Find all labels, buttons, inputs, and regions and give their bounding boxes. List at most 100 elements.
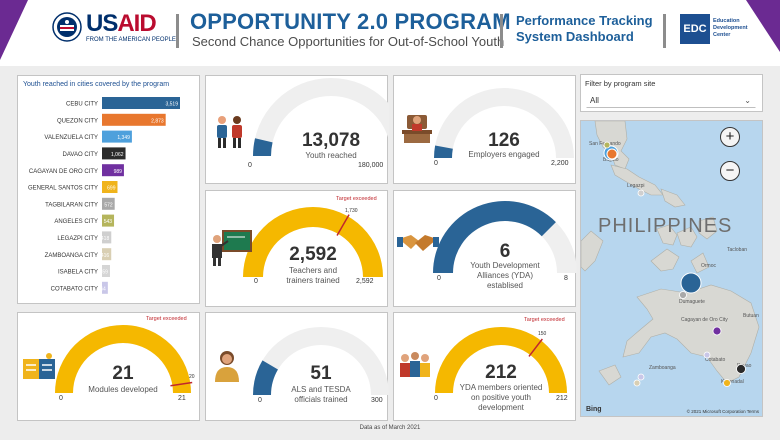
kpi-label: Modules developed xyxy=(88,385,158,394)
kpi-modules-developed[interactable]: Target exceeded 20 21 Modules developed … xyxy=(17,312,200,421)
gauge-max: 21 xyxy=(178,395,186,402)
bar[interactable] xyxy=(102,281,108,294)
bar-category-label: ISABELA CITY xyxy=(58,270,98,276)
svg-text:Ormoc: Ormoc xyxy=(701,263,717,269)
gauge-fill xyxy=(433,201,556,273)
target-value: 20 xyxy=(189,374,195,380)
students-icon xyxy=(217,116,242,148)
program-site-select[interactable]: All ⌄ xyxy=(586,93,756,108)
bar[interactable] xyxy=(102,181,118,193)
map-copyright[interactable]: © 2021 Microsoft Corporation Terms xyxy=(686,409,759,414)
kpi-label: ALS and TESDA officials trained xyxy=(291,385,351,404)
usaid-wordmark: USAID xyxy=(86,10,157,37)
gauge-target-marker xyxy=(528,338,543,357)
bar-category-label: COTABATO CITY xyxy=(51,286,98,292)
svg-text:Legazpi: Legazpi xyxy=(627,183,645,189)
kpi-youth-reached[interactable]: 13,078 Youth reached 0 180,000 xyxy=(205,75,389,184)
map-marker xyxy=(680,272,702,294)
kpi-teachers-trained[interactable]: Target exceeded 1,730 2,592 Teachers and… xyxy=(205,190,388,307)
zoom-in-button[interactable]: + xyxy=(720,127,740,147)
bar-value-label: 3,519 xyxy=(165,102,178,108)
bar-category-label: LEGAZPI CITY xyxy=(57,236,98,242)
gauge-max: 300 xyxy=(371,397,383,404)
map-marker xyxy=(606,148,618,160)
gauge-min: 0 xyxy=(248,162,252,169)
kpi-als-tesda-trained[interactable]: 51 ALS and TESDA officials trained 0 300 xyxy=(205,312,389,421)
target-value: 150 xyxy=(538,331,547,337)
map-canvas: San Fernando Legazpi Tacloban Ormoc Duma… xyxy=(581,121,760,387)
map-marker xyxy=(679,291,687,299)
bar-category-label: DAVAO CITY xyxy=(63,152,98,158)
page-title: OPPORTUNITY 2.0 PROGRAM xyxy=(190,9,511,34)
bar-value-label: 264 xyxy=(98,286,107,292)
kpi-label: Teachers and trainers trained xyxy=(286,266,340,285)
program-sites-map[interactable]: San Fernando Legazpi Tacloban Ormoc Duma… xyxy=(580,120,763,417)
group-icon xyxy=(400,352,430,377)
svg-text:Cagayan de Oro City: Cagayan de Oro City xyxy=(681,317,728,323)
bar[interactable] xyxy=(102,265,110,277)
handshake-icon xyxy=(397,235,439,251)
kpi-value: 51 xyxy=(310,363,332,384)
kpi-value: 126 xyxy=(488,130,520,151)
modules-gauge xyxy=(55,325,193,393)
gauge-min: 0 xyxy=(434,160,438,167)
usaid-logo: USAID FROM THE AMERICAN PEOPLE xyxy=(52,10,176,50)
kpi-employers-engaged[interactable]: 126 Employers engaged 0 2,200 xyxy=(393,75,576,184)
bar[interactable] xyxy=(102,197,115,210)
zoom-out-button[interactable]: − xyxy=(720,161,740,181)
bar[interactable] xyxy=(102,147,126,160)
bing-logo: Bing xyxy=(586,406,602,413)
map-markers xyxy=(603,141,746,387)
kpi-value: 212 xyxy=(485,362,517,383)
target-exceeded-label: Target exceeded xyxy=(146,316,187,322)
corner-decoration-left xyxy=(0,0,28,60)
page-subtitle: Second Chance Opportunities for Out-of-S… xyxy=(192,34,505,49)
bar-category-label: QUEZON CITY xyxy=(57,118,98,124)
gauge-fill xyxy=(435,327,567,393)
bar-value-label: 543 xyxy=(104,219,113,225)
selected-value: All xyxy=(590,96,599,105)
kpi-label: Employers engaged xyxy=(468,150,540,159)
edc-logo: EDC Education Development Center xyxy=(680,14,748,46)
als-gauge xyxy=(253,327,389,395)
svg-text:Tacloban: Tacloban xyxy=(727,247,747,253)
map-marker xyxy=(703,351,711,359)
bar[interactable] xyxy=(102,97,180,109)
gauge-track xyxy=(434,88,574,158)
bar[interactable] xyxy=(102,231,112,244)
gauge-min: 0 xyxy=(437,275,441,282)
bar-category-label: CEBU CITY xyxy=(66,102,98,108)
map-marker xyxy=(637,189,645,197)
map-marker xyxy=(736,364,746,374)
target-exceeded-label: Target exceeded xyxy=(524,317,565,323)
bar[interactable] xyxy=(102,164,124,177)
kpi-yda-members-oriented[interactable]: Target exceeded 150 212 YDA members orie… xyxy=(393,312,576,421)
bar-value-label: 989 xyxy=(114,169,123,175)
bar[interactable] xyxy=(102,214,115,227)
data-date-note: Data as of March 2021 xyxy=(359,425,421,431)
map-marker xyxy=(633,379,641,387)
kpi-yda-established[interactable]: 6 Youth Development Alliances (YDA) esta… xyxy=(393,190,577,307)
gauge-min: 0 xyxy=(434,395,438,402)
usaid-tagline: FROM THE AMERICAN PEOPLE xyxy=(86,37,176,43)
kpi-value: 21 xyxy=(112,363,134,384)
bar[interactable] xyxy=(102,130,132,143)
gauge-min: 0 xyxy=(59,395,63,402)
gauge-max: 212 xyxy=(556,395,568,402)
corner-decoration-right xyxy=(746,0,780,52)
svg-text:Zamboanga: Zamboanga xyxy=(649,365,676,371)
divider xyxy=(500,14,503,48)
bar[interactable] xyxy=(102,248,112,261)
svg-text:Butuan: Butuan xyxy=(743,313,759,319)
svg-text:Dumaguete: Dumaguete xyxy=(679,299,705,305)
divider xyxy=(663,14,666,48)
gauge-fill xyxy=(55,325,191,393)
kpi-value: 6 xyxy=(499,241,511,262)
map-marker xyxy=(723,379,731,387)
svg-text:Cotabato: Cotabato xyxy=(705,357,726,363)
bar[interactable] xyxy=(102,113,166,126)
chart-title: Youth reached in cities covered by the p… xyxy=(23,81,170,88)
kpi-label: Youth Development Alliances (YDA) establ… xyxy=(470,261,540,290)
gauge-min: 0 xyxy=(254,278,258,285)
